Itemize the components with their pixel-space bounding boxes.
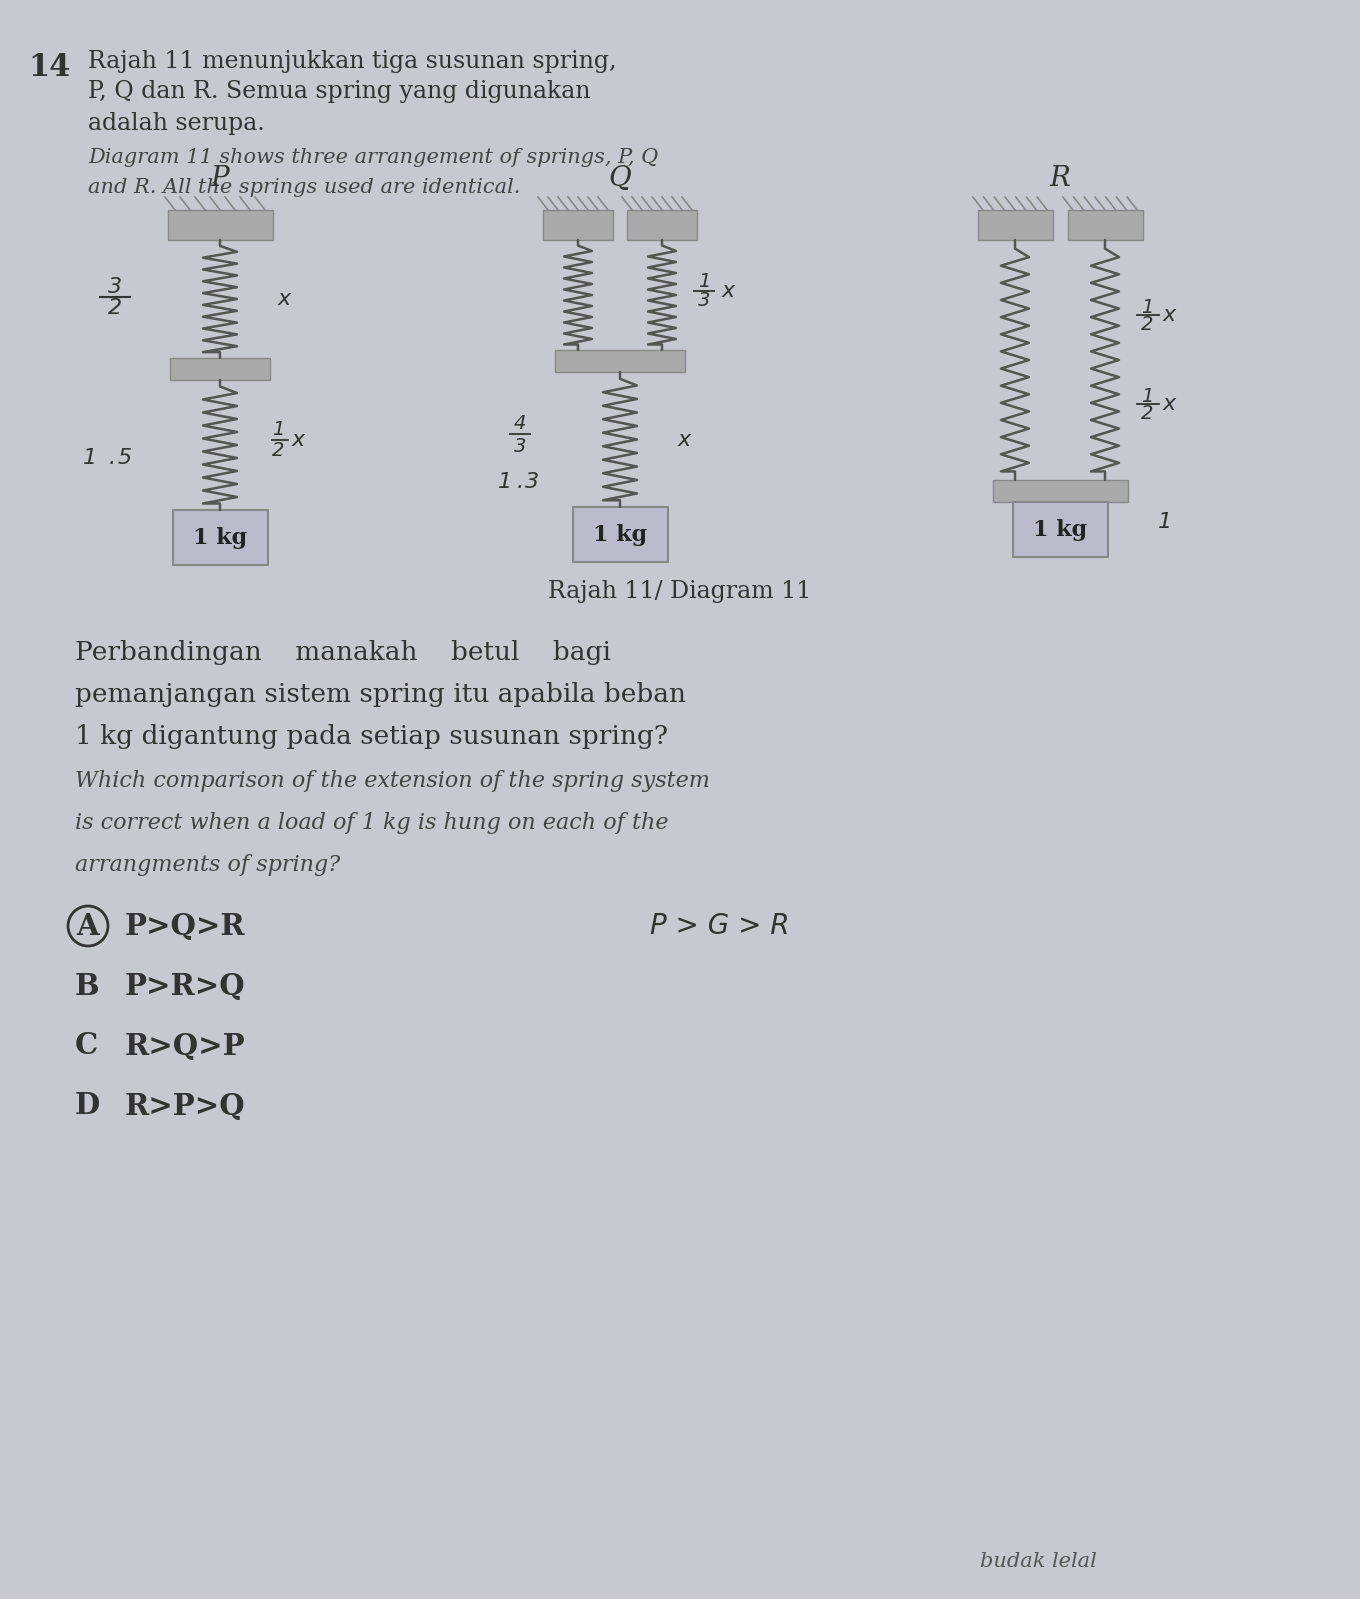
Text: R: R <box>1050 165 1070 192</box>
Text: 4: 4 <box>514 414 526 433</box>
Text: C: C <box>75 1031 98 1060</box>
Text: is correct when a load of 1 kg is hung on each of the: is correct when a load of 1 kg is hung o… <box>75 812 669 835</box>
Text: 3: 3 <box>698 291 710 310</box>
Text: R>P>Q: R>P>Q <box>125 1092 246 1121</box>
Text: 3: 3 <box>525 472 539 492</box>
Bar <box>543 209 613 240</box>
Text: 1: 1 <box>498 472 513 492</box>
Text: 14: 14 <box>29 53 71 83</box>
Text: 1 kg: 1 kg <box>193 526 248 548</box>
Text: P: P <box>211 165 230 192</box>
Text: budak lelal: budak lelal <box>981 1553 1096 1570</box>
Text: x: x <box>277 289 291 309</box>
Text: and R. All the springs used are identical.: and R. All the springs used are identica… <box>88 177 521 197</box>
Text: x: x <box>1163 305 1176 325</box>
Bar <box>573 507 668 561</box>
Text: pemanjangan sistem spring itu apabila beban: pemanjangan sistem spring itu apabila be… <box>75 683 685 707</box>
Text: adalah serupa.: adalah serupa. <box>88 112 265 134</box>
Text: 2: 2 <box>107 299 122 318</box>
Text: Perbandingan    manakah    betul    bagi: Perbandingan manakah betul bagi <box>75 640 611 665</box>
Text: P>R>Q: P>R>Q <box>125 972 246 1001</box>
Text: Rajah 11/ Diagram 11: Rajah 11/ Diagram 11 <box>548 580 812 603</box>
Text: 3: 3 <box>107 277 122 297</box>
Text: P>Q>R: P>Q>R <box>125 911 246 940</box>
Text: D: D <box>75 1092 101 1121</box>
Text: A: A <box>76 911 99 940</box>
Text: 1: 1 <box>698 272 710 291</box>
Text: 1: 1 <box>1141 297 1153 317</box>
Text: B: B <box>75 972 99 1001</box>
Text: x: x <box>679 430 691 449</box>
Text: Rajah 11 menunjukkan tiga susunan spring,: Rajah 11 menunjukkan tiga susunan spring… <box>88 50 616 74</box>
Text: 1: 1 <box>83 448 97 469</box>
Text: 3: 3 <box>514 437 526 456</box>
Text: arrangments of spring?: arrangments of spring? <box>75 854 340 876</box>
Text: 1 kg: 1 kg <box>593 523 647 545</box>
Bar <box>993 480 1127 502</box>
Bar <box>1068 209 1142 240</box>
Text: 1: 1 <box>1141 387 1153 406</box>
Bar <box>1012 502 1107 556</box>
Text: P > G > R: P > G > R <box>650 911 790 940</box>
Text: x: x <box>292 430 305 449</box>
Text: 1 kg digantung pada setiap susunan spring?: 1 kg digantung pada setiap susunan sprin… <box>75 724 668 748</box>
Bar <box>978 209 1053 240</box>
Text: .: . <box>109 448 116 469</box>
Text: Diagram 11 shows three arrangement of springs, P, Q: Diagram 11 shows three arrangement of sp… <box>88 149 658 166</box>
Text: 1: 1 <box>1157 512 1172 532</box>
Text: .: . <box>517 472 524 492</box>
Text: R>Q>P: R>Q>P <box>125 1031 246 1060</box>
Bar <box>555 350 685 373</box>
Text: 2: 2 <box>272 441 284 459</box>
Bar <box>627 209 696 240</box>
Text: 2: 2 <box>1141 403 1153 422</box>
Text: 2: 2 <box>1141 315 1153 334</box>
Bar <box>170 358 271 381</box>
Bar <box>173 510 268 564</box>
Text: x: x <box>1163 393 1176 414</box>
Text: 1: 1 <box>272 421 284 438</box>
Text: 1 kg: 1 kg <box>1034 518 1087 540</box>
Text: x: x <box>722 280 736 301</box>
Text: Q: Q <box>609 165 631 192</box>
Text: P, Q dan R. Semua spring yang digunakan: P, Q dan R. Semua spring yang digunakan <box>88 80 590 102</box>
Text: 5: 5 <box>118 448 132 469</box>
Text: Which comparison of the extension of the spring system: Which comparison of the extension of the… <box>75 771 710 792</box>
Bar <box>167 209 272 240</box>
